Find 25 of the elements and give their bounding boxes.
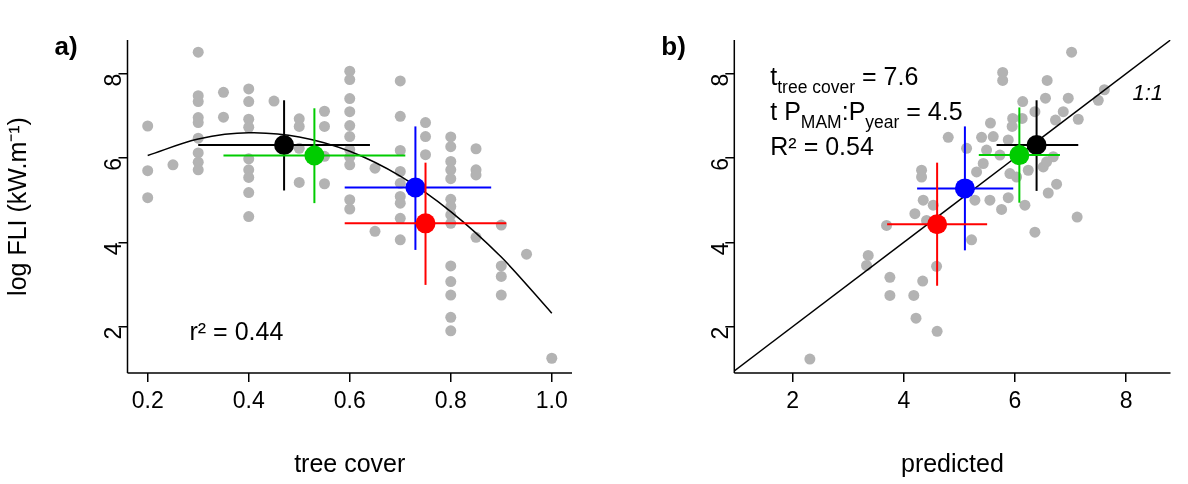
annotation: r² = 0.44 <box>189 317 284 345</box>
y-axis-title: log FLI (kW.m⁻¹) <box>2 117 31 296</box>
y-tick-label: 6 <box>706 158 733 171</box>
x-tick-label: 1.0 <box>535 387 568 414</box>
x-tick-label: 0.2 <box>131 387 164 414</box>
x-tick-label: 0.6 <box>333 387 366 414</box>
chart-title: b) <box>661 31 686 61</box>
y-tick-label: 8 <box>706 73 733 87</box>
y-tick-label: 8 <box>99 73 126 87</box>
chart-title: a) <box>54 31 78 61</box>
y-tick-label: 2 <box>706 326 733 340</box>
x-tick-label: 6 <box>1008 387 1022 414</box>
x-tick-label: 4 <box>897 387 911 414</box>
x-tick-label: 0.8 <box>434 387 467 414</box>
y-tick-label: 4 <box>706 242 733 256</box>
x-tick-label: 0.4 <box>232 387 265 414</box>
x-tick-label: 8 <box>1119 387 1133 414</box>
x-tick-label: 2 <box>786 387 800 414</box>
annotation: 1:1 <box>1132 80 1164 105</box>
x-axis-title: predicted <box>900 448 1004 477</box>
annotation: R² = 0.54 <box>770 132 874 160</box>
y-tick-label: 6 <box>99 158 126 171</box>
x-axis-title: tree cover <box>294 448 406 477</box>
y-tick-label: 2 <box>99 326 126 340</box>
y-tick-label: 4 <box>99 242 126 256</box>
